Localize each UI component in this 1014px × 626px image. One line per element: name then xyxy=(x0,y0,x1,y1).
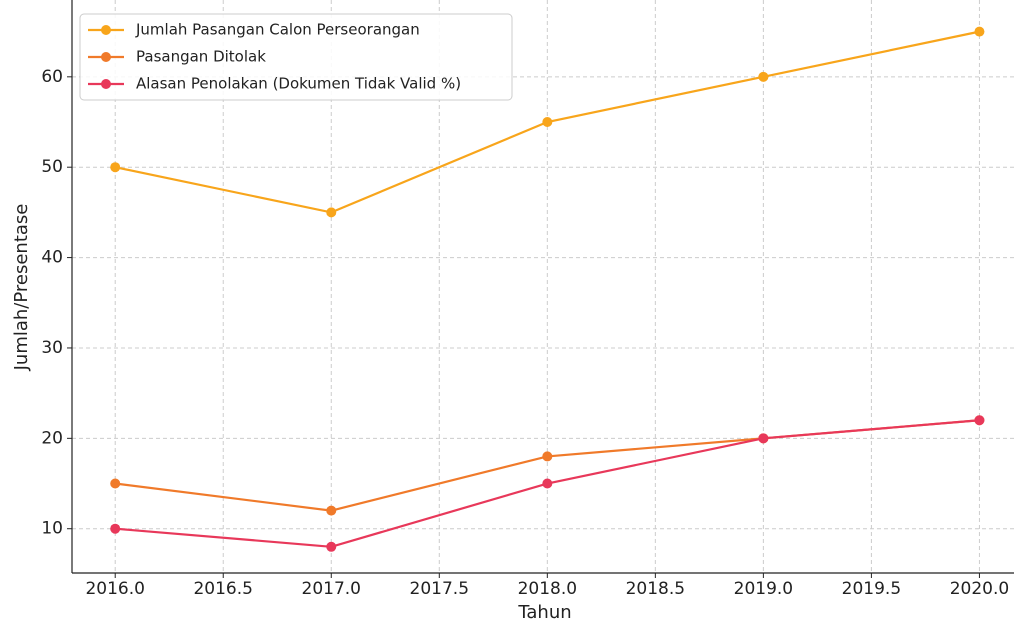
data-point xyxy=(110,523,121,534)
data-point xyxy=(758,433,769,444)
legend-label: Alasan Penolakan (Dokumen Tidak Valid %) xyxy=(136,75,461,93)
x-tick-label: 2016.0 xyxy=(85,579,144,599)
data-point xyxy=(326,505,337,516)
y-tick-label: 20 xyxy=(41,428,63,448)
legend-label: Pasangan Ditolak xyxy=(136,48,266,66)
data-point xyxy=(542,117,553,128)
x-tick-label: 2018.5 xyxy=(626,579,685,599)
legend-marker xyxy=(101,52,111,62)
data-point xyxy=(542,451,553,462)
y-tick-label: 30 xyxy=(41,338,63,358)
legend-label: Jumlah Pasangan Calon Perseorangan xyxy=(135,21,420,39)
legend-marker xyxy=(101,79,111,89)
x-tick-label: 2020.0 xyxy=(950,579,1009,599)
x-tick-label: 2019.0 xyxy=(734,579,793,599)
y-tick-label: 50 xyxy=(41,157,63,177)
data-point xyxy=(110,162,121,173)
data-point xyxy=(110,478,121,489)
y-tick-label: 60 xyxy=(41,67,63,87)
x-tick-label: 2018.0 xyxy=(518,579,577,599)
y-axis-label: Jumlah/Presentase xyxy=(11,204,32,372)
data-point xyxy=(974,26,985,37)
x-tick-label: 2016.5 xyxy=(193,579,252,599)
x-tick-label: 2019.5 xyxy=(842,579,901,599)
y-tick-label: 10 xyxy=(41,519,63,539)
data-point xyxy=(326,207,337,218)
x-tick-label: 2017.5 xyxy=(410,579,469,599)
legend-box xyxy=(79,13,513,101)
y-tick-label: 40 xyxy=(41,248,63,268)
data-point xyxy=(758,71,769,82)
x-axis-label: Tahun xyxy=(517,602,571,623)
legend-marker xyxy=(101,25,111,35)
data-point xyxy=(326,541,337,552)
data-point xyxy=(542,478,553,489)
x-tick-label: 2017.0 xyxy=(302,579,361,599)
data-point xyxy=(974,415,985,426)
legend: Jumlah Pasangan Calon Perseorangan Pasang… xyxy=(79,13,513,101)
